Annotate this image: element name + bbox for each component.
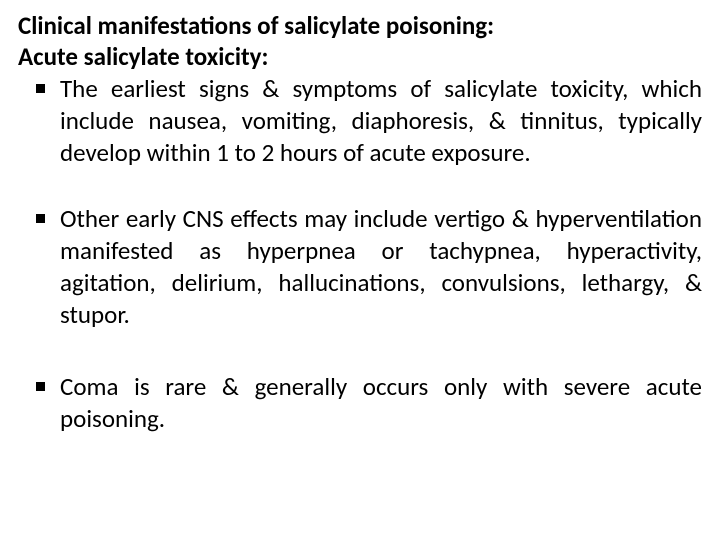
list-item: Coma is rare & generally occurs only wit… xyxy=(18,371,702,435)
slide: Clinical manifestations of salicylate po… xyxy=(0,0,720,540)
heading-main: Clinical manifestations of salicylate po… xyxy=(18,10,702,41)
heading-sub: Acute salicylate toxicity: xyxy=(18,41,702,72)
list-item: Other early CNS effects may include vert… xyxy=(18,203,702,331)
bullet-list: Other early CNS effects may include vert… xyxy=(18,203,702,331)
spacer xyxy=(18,331,702,371)
spacer xyxy=(18,169,702,203)
bullet-list: Coma is rare & generally occurs only wit… xyxy=(18,371,702,435)
bullet-list: The earliest signs & symptoms of salicyl… xyxy=(18,73,702,169)
list-item: The earliest signs & symptoms of salicyl… xyxy=(18,73,702,169)
